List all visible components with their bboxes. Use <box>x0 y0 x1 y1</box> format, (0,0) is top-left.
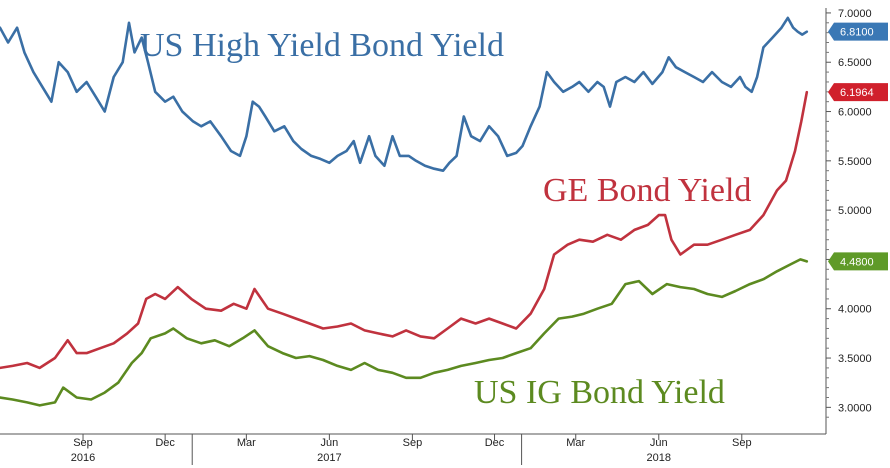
series-lines <box>0 16 809 407</box>
y-tick-label: 3.5000 <box>838 353 872 365</box>
x-tick-label: Sep <box>73 437 93 449</box>
x-tick-label: Dec <box>485 437 505 449</box>
y-tick-label: 5.5000 <box>838 156 872 168</box>
last-value-badge <box>828 252 888 271</box>
last-value-label: 4.4800 <box>840 256 874 268</box>
x-tick-label: Sep <box>732 437 752 449</box>
x-tick-label: Sep <box>403 437 423 449</box>
last-value-badge <box>828 83 888 102</box>
series-line-0 <box>0 16 809 172</box>
y-axis: 7.00006.50006.00005.50005.00004.50004.00… <box>826 8 872 418</box>
y-tick-label: 4.0000 <box>838 304 872 316</box>
series-title-us-high-yield: US High Yield Bond Yield <box>140 27 504 64</box>
last-value-label: 6.8100 <box>840 27 874 39</box>
y-tick-label: 6.0000 <box>838 107 872 119</box>
y-tick-label: 3.0000 <box>838 402 872 414</box>
x-year-label: 2016 <box>71 452 95 464</box>
y-tick-label: 5.0000 <box>838 205 872 217</box>
x-year-label: 2018 <box>647 452 671 464</box>
series-title-us-ig: US IG Bond Yield <box>474 374 725 411</box>
last-value-badge <box>828 22 888 41</box>
x-tick-label: Mar <box>237 437 256 449</box>
y-tick-label: 7.0000 <box>838 8 872 20</box>
x-tick-label: Mar <box>566 437 585 449</box>
x-tick-label: Jun <box>321 437 339 449</box>
y-tick-label: 6.5000 <box>838 57 872 69</box>
x-tick-label: Jun <box>650 437 668 449</box>
x-year-label: 2017 <box>317 452 341 464</box>
last-value-label: 6.1964 <box>840 87 874 99</box>
x-tick-label: Dec <box>155 437 175 449</box>
series-title-ge: GE Bond Yield <box>543 172 751 209</box>
series-line-1 <box>0 90 809 370</box>
series-line-2 <box>0 258 809 407</box>
last-value-badges: 6.8100 6.1964 4.4800 <box>828 22 888 271</box>
x-axis: Sep Dec Mar Jun Sep Dec Mar Jun Sep 2016 2017 2018 <box>71 434 752 465</box>
